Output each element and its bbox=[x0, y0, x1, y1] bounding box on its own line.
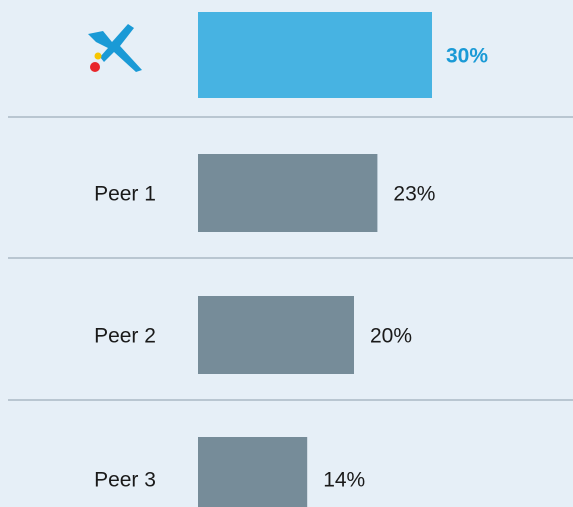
bar bbox=[198, 154, 378, 232]
logo-star bbox=[88, 24, 142, 72]
category-label: Peer 3 bbox=[94, 469, 156, 492]
logo bbox=[88, 24, 142, 72]
logo-dot-yellow bbox=[94, 52, 102, 60]
value-label: 14% bbox=[323, 469, 365, 492]
bar bbox=[198, 437, 308, 507]
category-label: Peer 1 bbox=[94, 183, 156, 206]
value-label: 30% bbox=[446, 45, 488, 68]
category-label: Peer 2 bbox=[94, 325, 156, 348]
bar bbox=[198, 296, 354, 374]
value-label: 20% bbox=[370, 325, 412, 348]
value-label: 23% bbox=[393, 183, 435, 206]
logo-dot-red bbox=[90, 62, 100, 72]
bar bbox=[198, 12, 432, 98]
